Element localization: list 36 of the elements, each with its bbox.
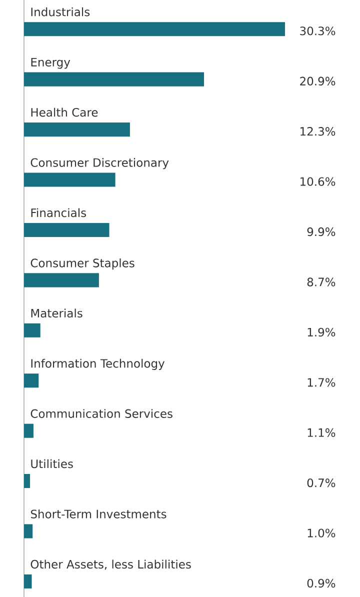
y-tick-label: Consumer Discretionary bbox=[30, 158, 169, 170]
bar bbox=[24, 222, 110, 237]
y-tick-label: Consumer Staples bbox=[30, 258, 134, 270]
y-tick-label: Information Technology bbox=[31, 358, 165, 370]
bar bbox=[24, 323, 40, 338]
bar bbox=[24, 122, 130, 137]
bar bbox=[24, 72, 204, 86]
y-tick-label: Financials bbox=[31, 208, 86, 218]
y-tick-label: Communication Services bbox=[30, 409, 172, 418]
y-tick-label: Health Care bbox=[31, 108, 98, 117]
data-label: 20.9% bbox=[300, 76, 336, 86]
y-tick-label: Other Assets, less Liabilities bbox=[30, 560, 191, 570]
data-label: 30.3% bbox=[300, 26, 336, 36]
data-label: 1.1% bbox=[308, 428, 336, 437]
y-tick-label: Short-Term Investments bbox=[30, 509, 166, 518]
data-label: 0.7% bbox=[307, 478, 336, 488]
data-label: 1.0% bbox=[308, 528, 336, 538]
bar bbox=[24, 424, 34, 438]
bar bbox=[24, 22, 285, 36]
data-label: 10.6% bbox=[300, 177, 336, 186]
y-tick-label: Utilities bbox=[31, 459, 73, 468]
bar bbox=[24, 374, 39, 388]
y-tick-label: Industrials bbox=[31, 7, 90, 16]
data-label: 8.7% bbox=[307, 278, 336, 286]
data-label: 1.9% bbox=[308, 328, 336, 337]
data-label: 1.7% bbox=[308, 378, 336, 387]
bar bbox=[24, 273, 99, 288]
bar bbox=[24, 474, 30, 488]
bar bbox=[24, 172, 116, 187]
data-label: 9.9% bbox=[307, 227, 336, 236]
y-tick-label: Energy bbox=[31, 58, 70, 69]
bar bbox=[24, 524, 33, 538]
data-label: 0.9% bbox=[307, 578, 336, 588]
bar bbox=[24, 574, 32, 588]
y-tick-label: Materials bbox=[31, 308, 82, 318]
data-label: 12.3% bbox=[300, 127, 336, 136]
